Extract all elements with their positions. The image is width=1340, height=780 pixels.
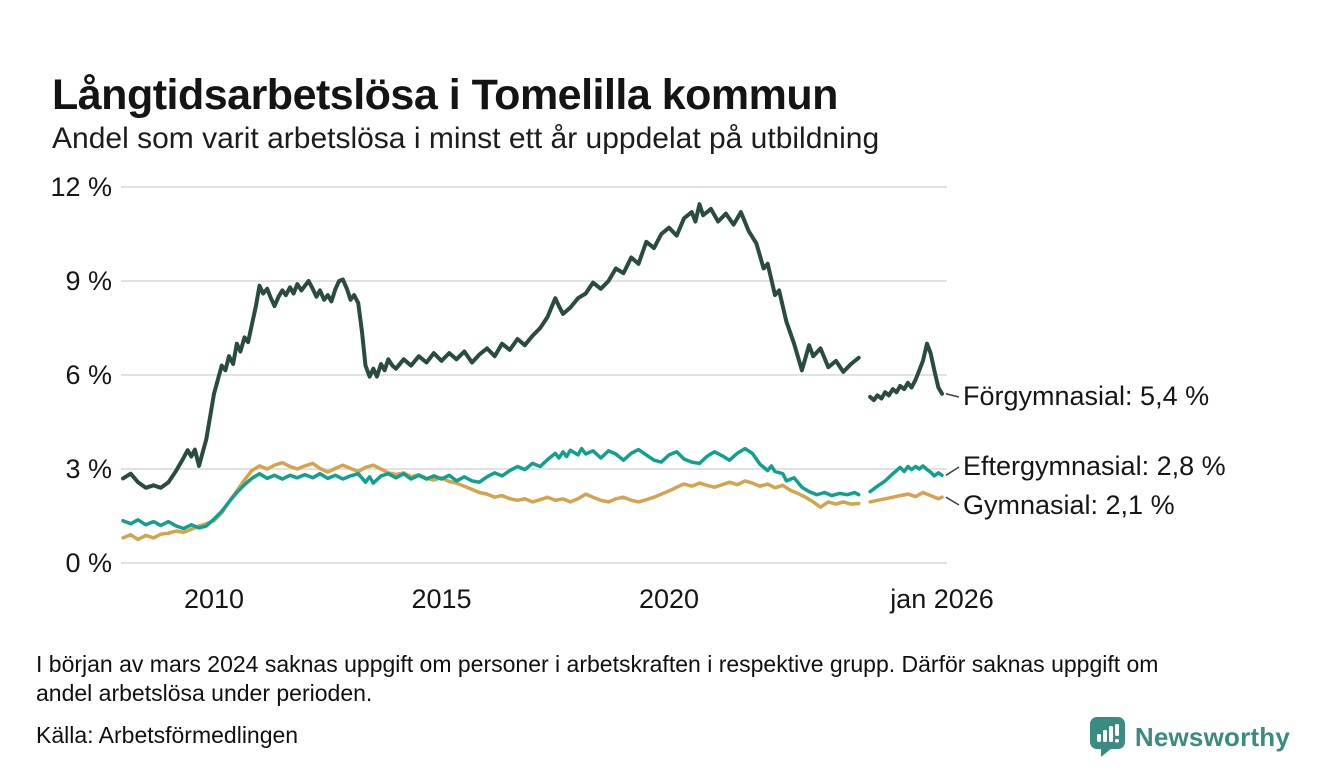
end-label-connector bbox=[945, 393, 960, 398]
y-tick-label: 12 % bbox=[50, 172, 112, 202]
series-line-gymnasial bbox=[121, 460, 861, 542]
x-tick-label: jan 2026 bbox=[889, 584, 994, 614]
end-label-connector bbox=[945, 496, 960, 506]
series-line-eftergymnasial bbox=[868, 464, 944, 494]
newsworthy-logo-text: Newsworthy bbox=[1134, 721, 1290, 752]
end-label-connector bbox=[945, 466, 960, 476]
series-end-label-forgymnasial: Förgymnasial: 5,4 % bbox=[963, 381, 1210, 411]
y-tick-label: 9 % bbox=[65, 266, 112, 296]
series-line-förgymnasial bbox=[868, 341, 944, 403]
source-label: Källa: Arbetsförmedlingen bbox=[36, 722, 299, 748]
chart-subtitle: Andel som varit arbetslösa i minst ett å… bbox=[52, 122, 880, 155]
x-tick-label: 2010 bbox=[184, 584, 244, 614]
series-line-gymnasial bbox=[868, 490, 944, 504]
footnote-line-1: I början av mars 2024 saknas uppgift om … bbox=[36, 651, 1159, 677]
footnote-line-2: andel arbetslösa under perioden. bbox=[36, 680, 373, 706]
series-line-eftergymnasial bbox=[121, 446, 861, 531]
y-tick-label: 0 % bbox=[65, 548, 112, 578]
chart-footnote: I början av mars 2024 saknas uppgift om … bbox=[36, 650, 1306, 708]
newsworthy-speech-bubble-bar-chart-icon bbox=[1089, 717, 1125, 757]
y-tick-label: 3 % bbox=[65, 454, 112, 484]
page-title: Långtidsarbetslösa i Tomelilla kommun bbox=[52, 70, 838, 119]
x-tick-label: 2020 bbox=[639, 584, 699, 614]
series-end-label-gymnasial: Gymnasial: 2,1 % bbox=[963, 490, 1175, 520]
x-tick-label: 2015 bbox=[411, 584, 471, 614]
y-tick-label: 6 % bbox=[65, 360, 112, 390]
series-end-label-eftergymnasial: Eftergymnasial: 2,8 % bbox=[963, 451, 1226, 481]
series-line-förgymnasial bbox=[121, 202, 861, 490]
newsworthy-logo: Newsworthy bbox=[1089, 716, 1290, 758]
